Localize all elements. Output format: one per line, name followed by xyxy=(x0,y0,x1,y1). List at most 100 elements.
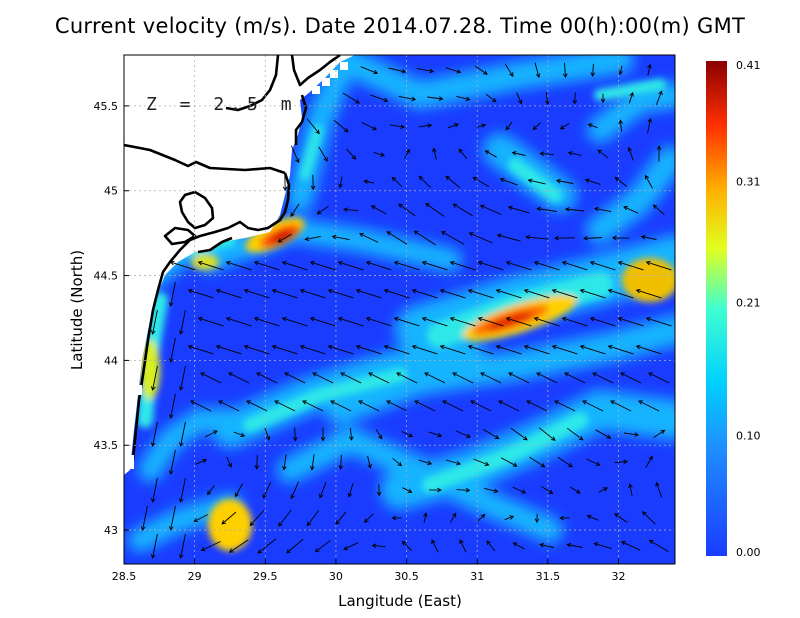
velocity-arrow xyxy=(234,483,243,498)
x-tick-label: 31 xyxy=(470,570,484,583)
velocity-arrow xyxy=(618,65,623,76)
x-tick-label: 29 xyxy=(188,570,202,583)
velocity-arrow xyxy=(333,119,349,133)
velocity-arrow xyxy=(200,372,222,384)
velocity-arrow xyxy=(401,431,414,438)
velocity-arrow xyxy=(610,400,632,412)
x-tick-label: 29.5 xyxy=(253,570,278,583)
velocity-arrow xyxy=(427,96,444,101)
velocity-arrow xyxy=(277,233,292,243)
velocity-arrow xyxy=(249,510,265,527)
velocity-arrow xyxy=(511,150,526,156)
velocity-arrow xyxy=(505,260,532,271)
velocity-arrow xyxy=(648,372,670,384)
velocity-arrow xyxy=(282,454,287,471)
velocity-arrow xyxy=(254,455,260,470)
velocity-arrow xyxy=(554,400,576,412)
y-tick-label: 44.5 xyxy=(94,270,119,283)
velocity-arrow xyxy=(246,400,268,412)
velocity-arrow xyxy=(620,541,641,551)
velocity-arrow xyxy=(584,178,601,185)
velocity-vectors xyxy=(140,62,672,559)
velocity-arrow xyxy=(614,459,629,465)
velocity-arrow xyxy=(620,372,642,384)
velocity-arrow xyxy=(330,400,352,412)
velocity-arrow xyxy=(566,542,583,548)
velocity-arrow xyxy=(363,179,374,184)
velocity-arrow xyxy=(505,316,532,327)
velocity-arrow xyxy=(310,174,316,191)
velocity-arrow xyxy=(392,457,403,467)
velocity-arrow xyxy=(319,482,327,499)
velocity-arrow xyxy=(592,372,614,384)
velocity-arrow xyxy=(195,458,208,465)
velocity-arrow xyxy=(226,456,232,468)
velocity-arrow xyxy=(193,514,209,523)
velocity-arrow xyxy=(284,372,306,384)
velocity-arrow xyxy=(302,400,324,412)
velocity-arrow xyxy=(218,400,240,412)
velocity-arrow xyxy=(642,511,656,525)
velocity-arrow xyxy=(402,487,413,493)
velocity-arrow xyxy=(485,93,497,103)
velocity-arrow xyxy=(371,543,386,548)
velocity-arrow xyxy=(655,481,663,498)
velocity-arrow xyxy=(168,505,176,531)
velocity-arrow xyxy=(286,538,304,554)
velocity-arrow xyxy=(365,260,392,271)
velocity-arrow xyxy=(150,533,158,559)
velocity-arrow xyxy=(388,67,407,74)
velocity-arrow xyxy=(479,204,502,215)
velocity-arrow xyxy=(523,344,550,355)
velocity-arrow xyxy=(338,176,343,189)
velocity-arrow xyxy=(207,485,215,496)
velocity-arrow xyxy=(343,207,359,212)
velocity-arrow xyxy=(564,372,586,384)
velocity-arrow xyxy=(486,540,496,552)
velocity-arrow xyxy=(648,539,669,552)
velocity-arrow xyxy=(389,124,406,129)
speed-field-cores xyxy=(137,79,675,551)
velocity-arrow xyxy=(309,316,336,327)
velocity-arrow xyxy=(401,540,412,551)
velocity-arrow xyxy=(391,515,402,521)
velocity-arrow xyxy=(178,477,186,503)
velocity-arrow xyxy=(327,288,354,299)
velocity-arrow xyxy=(508,372,530,384)
velocity-arrow xyxy=(439,344,466,355)
colorbar-label: 0.10 xyxy=(736,429,761,442)
velocity-arrow xyxy=(472,176,490,187)
velocity-arrow xyxy=(278,509,292,527)
velocity-arrow xyxy=(168,449,176,475)
velocity-arrow xyxy=(628,483,633,496)
velocity-arrow xyxy=(484,487,499,494)
velocity-arrow xyxy=(375,429,383,440)
velocity-arrow xyxy=(346,148,357,160)
y-tick-label: 45 xyxy=(104,185,118,198)
velocity-arrow xyxy=(467,344,494,355)
colorbar-label: 0.21 xyxy=(736,296,761,309)
velocity-arrow xyxy=(343,542,359,550)
velocity-arrow xyxy=(445,67,462,74)
velocity-arrow xyxy=(271,344,298,355)
y-tick-label: 44 xyxy=(104,354,118,367)
velocity-arrow xyxy=(312,372,334,384)
velocity-arrow xyxy=(447,123,459,129)
x-tick-label: 31.5 xyxy=(536,570,561,583)
velocity-arrow xyxy=(628,91,634,104)
velocity-arrow xyxy=(505,122,513,131)
velocity-arrow xyxy=(618,119,624,132)
velocity-arrow xyxy=(623,206,639,214)
velocity-arrow xyxy=(228,372,250,384)
velocity-arrow xyxy=(532,122,542,131)
map-area: Z = 2.5 m xyxy=(124,55,675,564)
velocity-arrow xyxy=(533,316,560,327)
velocity-arrow xyxy=(318,146,328,162)
velocity-arrow xyxy=(215,344,242,355)
velocity-arrow xyxy=(197,260,224,271)
velocity-arrow xyxy=(470,400,492,412)
grid xyxy=(124,55,675,564)
velocity-arrow xyxy=(525,234,548,240)
velocity-arrow xyxy=(306,118,320,135)
velocity-arrow xyxy=(562,62,568,79)
